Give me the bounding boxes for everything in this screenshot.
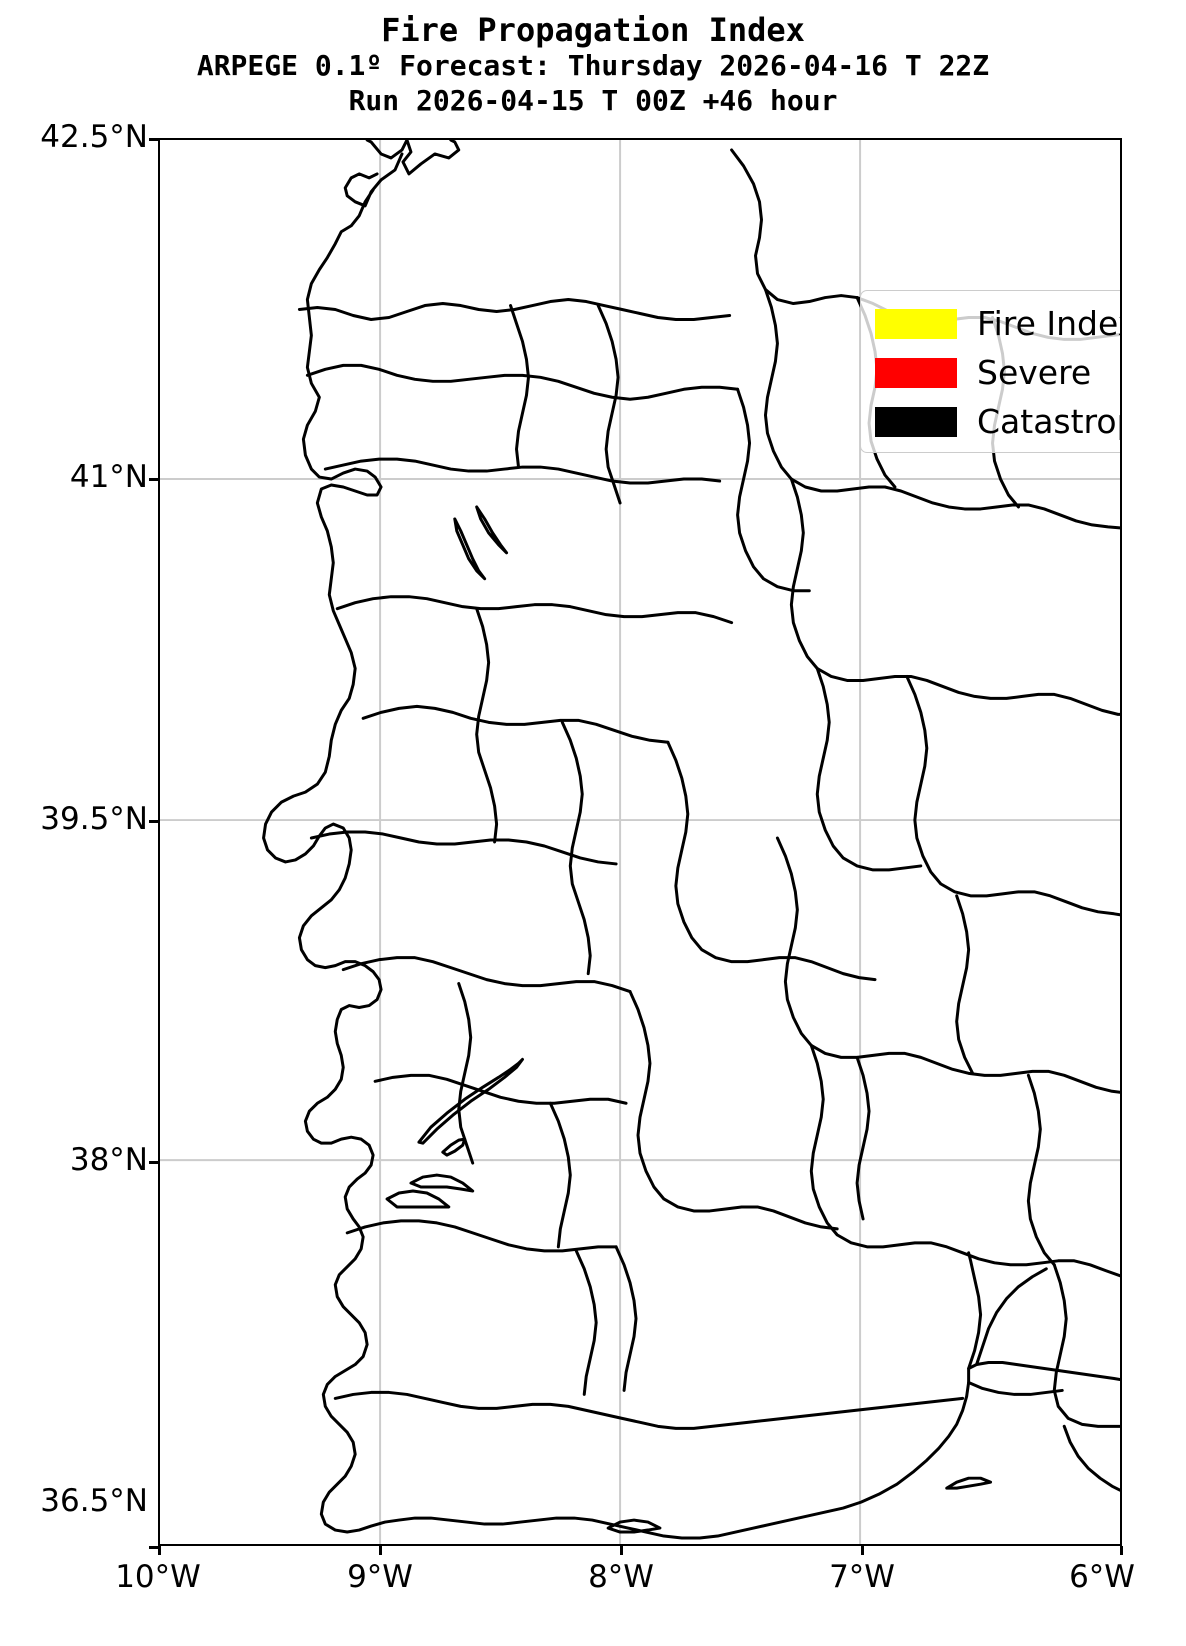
xtick-label-6w: 6°W [1069,1559,1135,1595]
faro-lagoon [606,1518,662,1534]
page-title: Fire Propagation Index [381,11,805,49]
legend-label-severe: Severe [977,353,1092,392]
spain-boundary-15 [736,387,811,593]
spain-boundary-20 [1062,1424,1120,1492]
spain-boundary-8 [775,836,1120,1094]
map-svg [160,140,1120,1544]
legend-item-fire-index[interactable]: Fire Index [875,299,1122,348]
xtick-label-10w: 10°W [115,1559,201,1595]
tagus-mouth [409,1173,475,1193]
spain-boundary-19 [975,1267,1048,1367]
ytick-label-42-5: 42.5°N [40,119,148,155]
legend-swatch-severe [875,357,957,388]
xtick-label-8w: 8°W [588,1559,654,1595]
spain-boundary-12 [967,1251,983,1370]
legend-label-fire-index: Fire Index [977,304,1122,343]
map-legend[interactable]: Fire Index Severe Catastrophic [860,290,1122,453]
xtick-label-9w: 9°W [347,1559,413,1595]
ytick-mark-38 [149,1161,158,1164]
legend-item-severe[interactable]: Severe [875,348,1120,397]
xtick-mark-10w [158,1546,161,1555]
district-line-v1 [509,304,530,469]
guadiana-mouth [945,1476,993,1490]
xtick-mark-7w [861,1546,864,1555]
legend-swatch-fire-index [875,308,957,339]
xtick-mark-9w [379,1546,382,1555]
map-plot-area: Fire Index Severe Catastrophic [158,138,1122,1546]
district-line-v5 [457,982,475,1165]
ytick-mark-42-5 [149,138,158,141]
legend-swatch-catastrophic [875,406,957,437]
spain-boundary-17 [628,990,839,1231]
ytick-label-41: 41°N [69,459,148,495]
ytick-mark-36-5 [149,1546,158,1549]
portugal-outline [262,140,1120,1540]
district-line-7 [341,956,632,994]
spain-boundary-10 [809,1043,1120,1278]
sado-estuary-inner [441,1137,467,1157]
spain-boundary-9 [955,894,975,1075]
spain-boundary-16 [666,740,877,982]
spain-boundary-5 [789,477,1120,716]
ytick-label-36-5: 36.5°N [40,1483,148,1519]
ytick-mark-41 [149,478,158,481]
spain-boundary-13 [1052,1263,1120,1428]
spain-boundary-18 [614,1245,638,1392]
district-line-10 [333,1390,965,1430]
district-line-9 [345,1219,618,1253]
xtick-mark-8w [620,1546,623,1555]
spain-boundary-21 [967,1380,1064,1396]
district-line-3 [323,457,722,485]
tagus-estuary [417,1057,524,1145]
ytick-label-38: 38°N [69,1142,148,1178]
district-line-v4 [560,720,592,976]
district-line-v3 [475,607,499,844]
setubal-peninsula [385,1189,451,1209]
xtick-label-7w: 7°W [829,1559,895,1595]
district-line-4 [335,595,734,625]
district-line-6 [309,830,618,866]
district-line-5 [361,704,670,744]
legend-item-catastrophic[interactable]: Catastrophic [875,397,1120,446]
legend-label-catastrophic: Catastrophic [977,402,1120,441]
district-line-2 [305,363,740,401]
district-line-v2 [596,304,622,505]
spain-boundary-11 [1026,1073,1056,1267]
district-line-v7 [574,1249,598,1396]
map-boundaries [262,140,1120,1540]
run-subtitle: Run 2026-04-15 T 00Z +46 hour [348,84,838,117]
title-block: Fire Propagation Index ARPEGE 0.1º Forec… [0,0,1186,118]
xtick-mark-6w [1120,1546,1123,1555]
aveiro-lagoon [453,517,487,581]
aveiro-lagoon-2 [475,505,509,555]
district-line-v6 [548,1101,572,1249]
district-line-8 [373,1073,628,1105]
spain-boundary-2 [763,288,1120,530]
spain-boundary-7 [815,666,923,872]
spain-boundary-14 [855,1055,871,1221]
district-line-1 [297,298,732,321]
forecast-subtitle: ARPEGE 0.1º Forecast: Thursday 2026-04-1… [196,49,990,82]
ytick-label-39-5: 39.5°N [40,801,148,837]
spain-boundary-6 [905,674,1120,917]
ytick-mark-39-5 [149,820,158,823]
